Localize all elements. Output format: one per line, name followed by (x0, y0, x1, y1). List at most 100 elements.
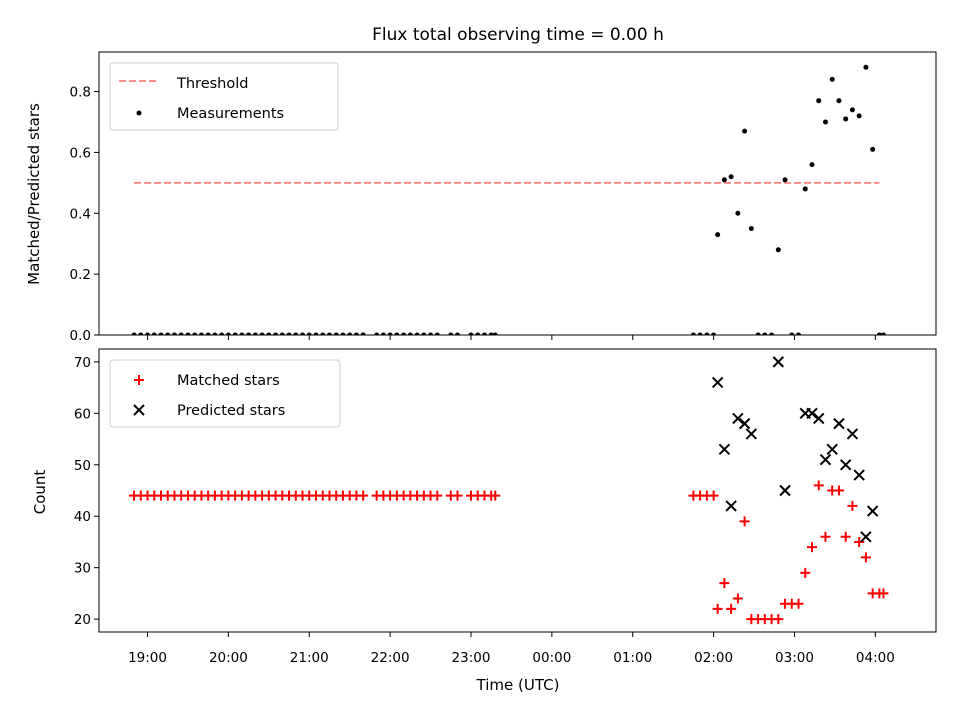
measurement-point (205, 332, 211, 335)
x-tick-label: 20:00 (209, 650, 248, 666)
measurement-point (492, 332, 498, 335)
predicted-star-point (711, 376, 724, 389)
measurement-point (843, 116, 849, 122)
matched-stars-series (129, 480, 889, 625)
matched-star-point (358, 490, 369, 501)
measurement-point (796, 332, 802, 335)
measurement-point (481, 332, 487, 335)
x-tick-label: 22:00 (371, 650, 410, 666)
measurement-point (266, 332, 272, 335)
predicted-star-point (853, 469, 865, 481)
measurement-point (822, 119, 828, 125)
matched-star-point (820, 531, 831, 542)
measurement-point (735, 210, 741, 216)
measurement-point (755, 332, 761, 335)
measurement-point (198, 332, 204, 335)
predicted-star-point (860, 531, 872, 543)
measurement-point (748, 225, 754, 231)
measurement-point (158, 332, 164, 335)
y-tick-label: 0.8 (70, 85, 91, 101)
x-tick-label: 19:00 (128, 650, 167, 666)
measurement-point (353, 332, 359, 335)
matched-star-point (807, 542, 817, 553)
y-tick-label: 0.4 (70, 206, 91, 222)
measurement-point (475, 332, 481, 335)
measurement-point (690, 332, 696, 335)
predicted-star-point (718, 443, 731, 456)
x-tick-label: 00:00 (532, 650, 571, 666)
legend-label: Matched stars (177, 373, 280, 389)
predicted-star-point (819, 453, 832, 466)
measurement-point (360, 332, 366, 335)
measurement-point (704, 332, 710, 335)
matched-star-point (432, 490, 443, 501)
ratio-panel: 0.0 0.2 0.4 0.6 0.8 Threshold Measurements (70, 51, 937, 344)
predicted-star-point (806, 407, 818, 420)
plot-frame (98, 348, 937, 633)
measurement-point (212, 332, 218, 335)
measurement-point (279, 332, 285, 335)
measurement-point (715, 232, 721, 238)
measurement-point (192, 332, 198, 335)
predicted-star-point (745, 428, 758, 440)
measurement-point (775, 247, 781, 253)
measurement-point (374, 332, 380, 335)
chart-title: Flux total observing time = 0.00 h (372, 25, 664, 45)
measurement-point (380, 332, 386, 335)
measurement-point (151, 332, 157, 335)
predicted-star-point (866, 505, 879, 517)
measurement-point (769, 332, 775, 335)
measurement-point (320, 332, 326, 335)
bottom-y-axis-title: Count (31, 470, 49, 515)
y-tick-label: 0.2 (70, 267, 91, 283)
predicted-star-point (772, 356, 785, 368)
y-tick-label: 50 (74, 458, 91, 474)
plot-area (129, 356, 889, 625)
legend-predicted-swatch (133, 404, 145, 416)
x-tick-label: 23:00 (452, 650, 491, 666)
measurement-point (802, 186, 808, 192)
measurement-point (455, 332, 461, 335)
measurement-point (742, 128, 748, 134)
top-y-axis-title: Matched/Predicted stars (25, 103, 43, 285)
y-tick-label: 40 (74, 509, 91, 525)
measurement-point (219, 332, 225, 335)
measurement-point (178, 332, 184, 335)
count-panel: 20 30 40 50 60 70 19:00 20:00 21:00 22:00 23:00 00:… (74, 348, 937, 666)
matched-star-point (800, 567, 811, 578)
measurement-point (448, 332, 454, 335)
measurement-point (225, 332, 231, 335)
measurement-point (259, 332, 265, 335)
matched-star-point (793, 598, 804, 609)
matched-star-point (719, 578, 730, 589)
measurement-point (789, 332, 795, 335)
measurement-point (880, 332, 886, 335)
measurement-point (185, 332, 191, 335)
measurement-point (762, 332, 768, 335)
measurement-point (870, 146, 876, 152)
y-tick-label: 20 (74, 612, 91, 628)
legend: Threshold Measurements (109, 62, 339, 131)
matched-star-point (708, 490, 719, 501)
y-tick-label: 60 (74, 406, 91, 422)
predicted-star-point (839, 459, 852, 471)
matched-star-point (732, 593, 743, 604)
y-tick-label: 30 (74, 561, 91, 577)
matched-star-point (490, 490, 501, 501)
predicted-star-point (738, 417, 751, 430)
measurement-point (273, 332, 279, 335)
matched-star-point (854, 536, 865, 547)
matched-star-point (833, 485, 844, 496)
legend: Matched stars Predicted stars (109, 359, 341, 428)
legend-label: Threshold (176, 76, 248, 92)
measurement-point (414, 332, 420, 335)
legend-box (109, 62, 339, 131)
measurement-point (131, 332, 137, 335)
measurement-point (809, 162, 815, 168)
x-tick-label: 02:00 (694, 650, 733, 666)
x-tick-label: 03:00 (775, 650, 814, 666)
measurement-point (401, 332, 407, 335)
measurement-point (468, 332, 474, 335)
predicted-star-point (813, 412, 825, 425)
